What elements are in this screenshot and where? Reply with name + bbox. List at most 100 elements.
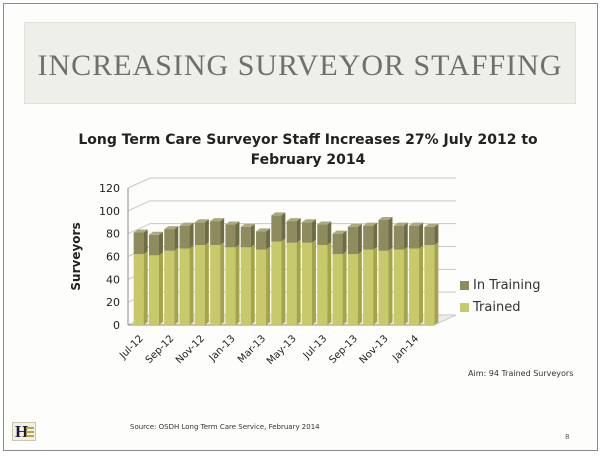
bar-trained-Dec-13 <box>393 249 404 325</box>
bar-top-Aug-12 <box>148 231 163 235</box>
logo-bars <box>26 427 34 439</box>
legend-entry-in-training: In Training <box>460 274 541 296</box>
bar-trained-Aug-12 <box>148 255 159 325</box>
y-axis-title: Surveyors <box>69 222 83 290</box>
bar-in-training-Apr-13 <box>271 215 282 242</box>
bar-trained-side-Dec-13 <box>403 246 408 325</box>
bar-trained-Jun-13 <box>301 242 312 325</box>
aim-note: Aim: 94 Trained Surveyors <box>468 369 574 378</box>
bar-in-training-May-13 <box>286 221 297 243</box>
gridline-side-100 <box>127 200 151 212</box>
bar-top-Oct-13 <box>363 222 378 226</box>
bar-trained-side-Jan-13 <box>235 244 240 325</box>
legend-label-in-training: In Training <box>473 277 541 293</box>
bar-in-training-side-Dec-13 <box>403 222 408 250</box>
bar-trained-side-Apr-13 <box>281 238 286 325</box>
bar-trained-Feb-14 <box>424 245 435 325</box>
bar-trained-side-May-13 <box>296 239 301 325</box>
bar-top-Jun-13 <box>301 219 316 223</box>
x-tick-label-Sep-12: Sep-12 <box>144 333 177 366</box>
bar-in-training-side-Jul-13 <box>327 221 332 246</box>
bar-top-Dec-13 <box>393 222 408 226</box>
logo: H <box>12 422 36 441</box>
source-note: Source: OSDH Long Term Care Service, Feb… <box>130 423 320 431</box>
bar-trained-May-13 <box>286 242 297 325</box>
x-tick-label-Nov-13: Nov-13 <box>358 333 391 366</box>
bar-trained-side-Jun-13 <box>311 239 316 325</box>
bar-trained-Sep-13 <box>347 254 358 325</box>
y-tick-label-60: 60 <box>106 251 120 264</box>
bar-in-training-side-Aug-13 <box>342 230 347 255</box>
bar-in-training-side-Jan-13 <box>235 221 240 248</box>
bar-top-Sep-12 <box>164 226 179 230</box>
bar-in-training-Sep-13 <box>347 226 358 255</box>
bar-in-training-side-Jan-14 <box>419 222 424 249</box>
logo-letter: H <box>15 422 29 441</box>
bar-top-Jul-13 <box>317 221 332 225</box>
y-tick-label-100: 100 <box>99 205 120 218</box>
legend-entry-trained: Trained <box>460 296 541 318</box>
x-tick-label-Jan-13: Jan-13 <box>207 333 238 364</box>
x-tick-label-May-13: May-13 <box>265 333 299 367</box>
bar-top-Mar-13 <box>256 228 271 232</box>
bar-trained-Dec-12 <box>210 245 221 325</box>
bar-trained-side-Sep-12 <box>174 247 179 325</box>
bar-top-May-13 <box>286 218 301 222</box>
bar-in-training-side-May-13 <box>296 218 301 243</box>
bar-trained-Oct-12 <box>179 248 190 325</box>
bar-top-Sep-13 <box>347 223 362 227</box>
bar-in-training-side-Oct-13 <box>373 222 378 250</box>
bar-trained-Jul-13 <box>317 245 328 325</box>
page-number: 8 <box>565 433 570 441</box>
bar-top-Jan-13 <box>225 221 240 225</box>
bar-top-Jan-14 <box>409 222 424 226</box>
bar-in-training-Nov-12 <box>194 222 205 246</box>
bar-top-Dec-12 <box>210 218 225 222</box>
legend-swatch-trained <box>460 302 469 312</box>
title-band: INCREASING SURVEYOR STAFFING <box>24 22 576 104</box>
x-tick-label-Jul-13: Jul-13 <box>301 333 330 362</box>
bar-trained-side-Nov-13 <box>388 247 393 325</box>
y-tick-label-40: 40 <box>106 273 120 286</box>
x-tick-label-Nov-12: Nov-12 <box>174 333 207 366</box>
y-tick-label-120: 120 <box>99 182 120 195</box>
bar-trained-side-Aug-12 <box>158 252 163 325</box>
bar-in-training-Jul-12 <box>133 232 144 255</box>
bar-trained-Nov-12 <box>194 245 205 325</box>
bar-in-training-Jun-13 <box>301 222 312 243</box>
bar-in-training-side-Apr-13 <box>281 212 286 242</box>
bar-top-Jul-12 <box>133 229 148 233</box>
bar-trained-Oct-13 <box>363 249 374 325</box>
bar-in-training-Feb-13 <box>240 226 251 248</box>
bar-top-Aug-13 <box>332 230 347 234</box>
bar-trained-side-Nov-12 <box>204 242 209 325</box>
legend-swatch-in-training <box>460 280 469 290</box>
y-tick-label-80: 80 <box>106 228 120 241</box>
bar-top-Apr-13 <box>271 212 286 216</box>
bar-trained-side-Sep-13 <box>357 251 362 325</box>
bar-in-training-side-Feb-13 <box>250 223 255 248</box>
bar-in-training-side-Oct-12 <box>189 222 194 249</box>
bar-trained-Jul-12 <box>133 254 144 325</box>
bar-in-training-Feb-14 <box>424 226 435 246</box>
bar-in-training-Oct-13 <box>363 225 374 250</box>
bar-trained-Sep-12 <box>164 250 175 325</box>
bar-in-training-side-Jun-13 <box>311 219 316 243</box>
bar-in-training-side-Jul-12 <box>143 229 148 255</box>
bar-top-Nov-13 <box>378 216 393 220</box>
bar-in-training-Jul-13 <box>317 224 328 246</box>
bar-top-Oct-12 <box>179 222 194 226</box>
chart-legend: In Training Trained <box>460 274 541 318</box>
x-tick-label-Jan-14: Jan-14 <box>390 333 421 364</box>
bar-in-training-Jan-13 <box>225 224 236 248</box>
bar-in-training-side-Nov-12 <box>204 219 209 246</box>
bar-trained-Feb-13 <box>240 247 251 325</box>
bar-trained-side-Mar-13 <box>266 246 271 325</box>
bar-in-training-side-Sep-12 <box>174 226 179 251</box>
bar-in-training-Sep-12 <box>164 229 175 251</box>
bar-in-training-side-Feb-14 <box>434 223 439 246</box>
bar-in-training-Aug-13 <box>332 233 343 255</box>
bar-in-training-Dec-12 <box>210 221 221 246</box>
bar-top-Feb-13 <box>240 223 255 227</box>
